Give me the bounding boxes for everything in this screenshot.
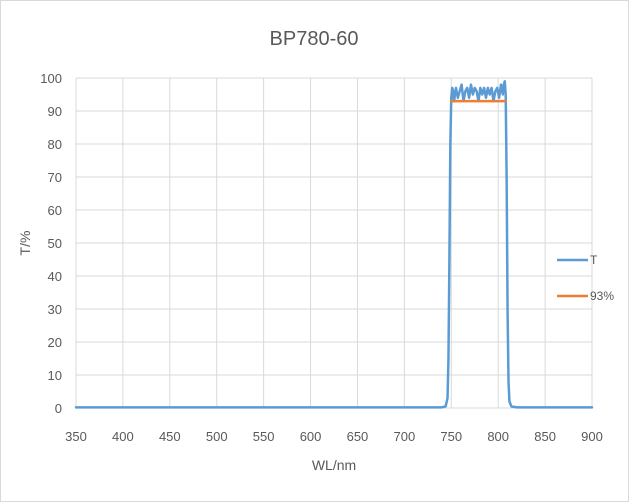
y-tick-label: 90 [48, 104, 62, 119]
y-tick-label: 10 [48, 368, 62, 383]
series-line-transmission [74, 80, 594, 409]
x-tick-label: 800 [487, 429, 509, 444]
y-tick-label: 60 [48, 203, 62, 218]
y-axis-ticks: 0 10 20 30 40 50 60 70 80 90 100 [40, 71, 62, 416]
x-tick-label: 400 [112, 429, 134, 444]
x-tick-label: 500 [206, 429, 228, 444]
x-tick-label: 450 [159, 429, 181, 444]
x-tick-label: 550 [253, 429, 275, 444]
legend-label: 93% [590, 289, 614, 303]
y-tick-label: 70 [48, 170, 62, 185]
x-tick-label: 750 [440, 429, 462, 444]
y-tick-label: 30 [48, 302, 62, 317]
y-axis-label: T/% [17, 231, 33, 256]
x-axis-label: WL/nm [312, 457, 356, 473]
x-tick-label: 900 [581, 429, 603, 444]
x-tick-label: 850 [534, 429, 556, 444]
y-tick-label: 40 [48, 269, 62, 284]
y-tick-label: 0 [55, 401, 62, 416]
series-group [74, 80, 594, 409]
legend-label: T [590, 253, 598, 267]
x-tick-label: 350 [65, 429, 87, 444]
legend: T 93% [557, 253, 614, 303]
y-tick-label: 50 [48, 236, 62, 251]
x-axis-ticks: 350 400 450 500 550 600 650 700 750 800 850 900 [65, 429, 603, 444]
y-tick-label: 100 [40, 71, 62, 86]
chart-title: BP780-60 [270, 28, 359, 50]
y-tick-label: 80 [48, 137, 62, 152]
x-tick-label: 600 [300, 429, 322, 444]
y-tick-label: 20 [48, 335, 62, 350]
x-tick-label: 650 [347, 429, 369, 444]
grid [75, 77, 593, 408]
x-tick-label: 700 [394, 429, 416, 444]
